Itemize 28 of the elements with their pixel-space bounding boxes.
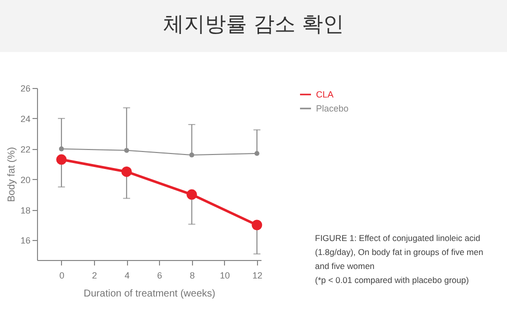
x-axis-title: Duration of treatment (weeks) — [84, 288, 216, 300]
chart-title: 체지방률 감소 확인 — [0, 0, 507, 52]
point — [121, 166, 132, 177]
x-tick-label: 6 — [157, 270, 162, 280]
x-tick-label: 10 — [220, 270, 230, 280]
x-tick-label: 12 — [252, 270, 262, 280]
y-tick-label: 18 — [20, 205, 30, 216]
x-tick-label: 2 — [92, 270, 98, 280]
point — [124, 148, 130, 153]
point — [186, 189, 198, 200]
point — [189, 152, 194, 158]
point — [58, 146, 64, 152]
y-tick-label: 20 — [20, 174, 30, 185]
legend-label: Placebo — [316, 104, 349, 114]
caption: FIGURE 1: Effect of conjugated linoleic acid (1.8g/day), On body fat in groups of five men and five women — [315, 232, 484, 273]
y-tick-label: 22 — [20, 144, 30, 154]
x-tick-label: 8 — [190, 270, 195, 280]
text: (*p < 0.01 compared with placebo group) — [315, 274, 470, 287]
y-tick-label: 16 — [20, 236, 30, 246]
point — [252, 220, 262, 230]
y-tick-label: 24 — [20, 114, 30, 124]
y-axis-title: Body fat (%) — [6, 146, 18, 202]
legend-label: CLA — [316, 90, 334, 100]
point — [56, 154, 67, 165]
y-tick-label: 26 — [20, 84, 30, 94]
x-tick-label: 0 — [59, 270, 64, 280]
x-tick-label: 4 — [124, 270, 130, 280]
point — [254, 151, 260, 156]
